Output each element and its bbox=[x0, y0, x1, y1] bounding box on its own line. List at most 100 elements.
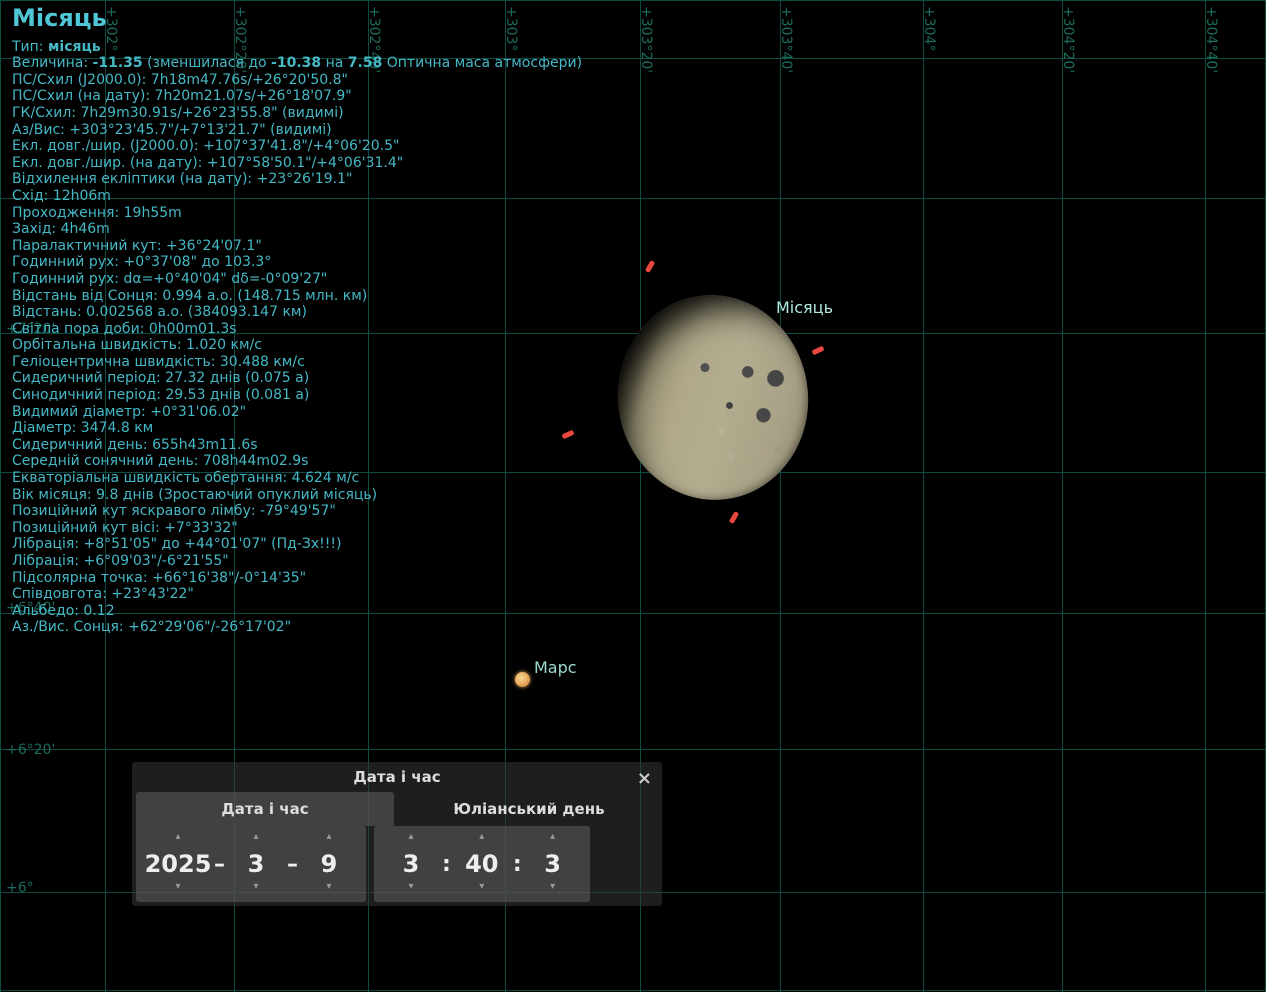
info-row: Синодичний період: 29.53 днів (0.081 а) bbox=[12, 387, 432, 404]
time-sep: : bbox=[440, 852, 453, 877]
grid-altitude-label: +6°20' bbox=[6, 742, 55, 758]
info-row: Екл. довг./шир. (на дату): +107°58'50.1"… bbox=[12, 155, 432, 172]
info-row: Альбедо: 0.12 bbox=[12, 603, 432, 620]
second-stepper[interactable]: ▴ 3 ▾ bbox=[524, 832, 582, 896]
datetime-body: ▴ 2025 ▾ – ▴ 3 ▾ – ▴ 9 ▾ ▴ 3 ▾ : bbox=[132, 826, 662, 906]
hour-value: 3 bbox=[403, 846, 420, 882]
chevron-up-icon[interactable]: ▴ bbox=[550, 832, 555, 846]
info-row: ПС/Схил (на дату): 7h20m21.07s/+26°18'07… bbox=[12, 88, 432, 105]
grid-vline bbox=[0, 0, 1, 992]
info-row: Геліоцентрична швидкість: 30.488 км/с bbox=[12, 354, 432, 371]
grid-hline bbox=[0, 0, 1266, 1]
minute-value: 40 bbox=[465, 846, 498, 882]
info-row: Вік місяця: 9.8 днів (Зростаючий опуклий… bbox=[12, 487, 432, 504]
datetime-title-text: Дата і час bbox=[353, 768, 440, 786]
info-row: Співдовгота: +23°43'22" bbox=[12, 586, 432, 603]
grid-azimuth-label: +303° bbox=[503, 6, 519, 51]
mars-object[interactable] bbox=[515, 672, 530, 687]
info-row: Сидеричний період: 27.32 днів (0.075 а) bbox=[12, 370, 432, 387]
selection-marker bbox=[729, 511, 739, 524]
chevron-down-icon[interactable]: ▾ bbox=[408, 882, 413, 896]
info-row: Видимий діаметр: +0°31'06.02" bbox=[12, 404, 432, 421]
chevron-down-icon[interactable]: ▾ bbox=[479, 882, 484, 896]
info-row: Проходження: 19h55m bbox=[12, 205, 432, 222]
datetime-tabs: Дата і час Юліанський день bbox=[132, 792, 662, 826]
time-sep: : bbox=[511, 852, 524, 877]
close-icon[interactable]: × bbox=[637, 768, 652, 789]
chevron-down-icon[interactable]: ▾ bbox=[550, 882, 555, 896]
grid-azimuth-label: +303°40' bbox=[778, 6, 794, 73]
object-type-row: Тип: місяць bbox=[12, 39, 432, 56]
grid-vline bbox=[923, 0, 924, 992]
time-group: ▴ 3 ▾ : ▴ 40 ▾ : ▴ 3 ▾ bbox=[374, 826, 590, 902]
month-stepper[interactable]: ▴ 3 ▾ bbox=[227, 832, 285, 896]
day-stepper[interactable]: ▴ 9 ▾ bbox=[300, 832, 358, 896]
info-row: Аз./Вис. Сонця: +62°29'06"/-26°17'02" bbox=[12, 619, 432, 636]
minute-stepper[interactable]: ▴ 40 ▾ bbox=[453, 832, 511, 896]
info-row: Середній сонячний день: 708h44m02.9s bbox=[12, 453, 432, 470]
info-row: Лібрація: +6°09'03"/-6°21'55" bbox=[12, 553, 432, 570]
moon-disc bbox=[605, 283, 822, 512]
info-row: ПС/Схил (J2000.0): 7h18m47.76s/+26°20'50… bbox=[12, 72, 432, 89]
chevron-up-icon[interactable]: ▴ bbox=[408, 832, 413, 846]
info-row: Орбітальна швидкість: 1.020 км/с bbox=[12, 337, 432, 354]
info-row: Відхилення екліптики (на дату): +23°26'1… bbox=[12, 171, 432, 188]
mars-label: Марс bbox=[534, 658, 577, 677]
chevron-up-icon[interactable]: ▴ bbox=[175, 832, 180, 846]
info-row: Світла пора доби: 0h00m01.3s bbox=[12, 321, 432, 338]
moon-object[interactable] bbox=[618, 295, 808, 500]
tab-datetime[interactable]: Дата і час bbox=[136, 792, 394, 826]
info-row: Позиційний кут яскравого лімбу: -79°49'5… bbox=[12, 503, 432, 520]
info-row: Паралактичний кут: +36°24'07.1" bbox=[12, 238, 432, 255]
chevron-down-icon[interactable]: ▾ bbox=[253, 882, 258, 896]
moon-label: Місяць bbox=[776, 298, 833, 317]
chevron-down-icon[interactable]: ▾ bbox=[175, 882, 180, 896]
selection-marker bbox=[562, 430, 575, 440]
info-row: Сидеричний день: 655h43m11.6s bbox=[12, 437, 432, 454]
info-row: Відстань: 0.002568 а.о. (384093.147 км) bbox=[12, 304, 432, 321]
info-row: Годинний рух: dα=+0°40'04" dδ=-0°09'27" bbox=[12, 271, 432, 288]
datetime-window-title[interactable]: Дата і час × bbox=[132, 762, 662, 792]
info-row: Діаметр: 3474.8 км bbox=[12, 420, 432, 437]
date-group: ▴ 2025 ▾ – ▴ 3 ▾ – ▴ 9 ▾ bbox=[136, 826, 366, 902]
info-row: Величина: -11.35 (зменшилася до -10.38 н… bbox=[12, 55, 432, 72]
tab-julian[interactable]: Юліанський день bbox=[400, 792, 658, 826]
info-row: Підсолярна точка: +66°16'38"/-0°14'35" bbox=[12, 570, 432, 587]
chevron-up-icon[interactable]: ▴ bbox=[326, 832, 331, 846]
object-info-panel: Місяць Тип: місяць Величина: -11.35 (зме… bbox=[12, 10, 432, 636]
grid-hline bbox=[0, 990, 1266, 991]
grid-altitude-label: +6° bbox=[6, 880, 34, 896]
info-row: Екл. довг./шир. (J2000.0): +107°37'41.8"… bbox=[12, 138, 432, 155]
selection-marker bbox=[812, 346, 825, 356]
grid-vline bbox=[1205, 0, 1206, 992]
info-row: Схід: 12h06m bbox=[12, 188, 432, 205]
info-row: Екваторіальна швидкість обертання: 4.624… bbox=[12, 470, 432, 487]
hour-stepper[interactable]: ▴ 3 ▾ bbox=[382, 832, 440, 896]
date-sep: – bbox=[285, 852, 300, 877]
grid-azimuth-label: +304°20' bbox=[1060, 6, 1076, 73]
chevron-up-icon[interactable]: ▴ bbox=[479, 832, 484, 846]
day-value: 9 bbox=[321, 846, 338, 882]
second-value: 3 bbox=[544, 846, 561, 882]
chevron-up-icon[interactable]: ▴ bbox=[253, 832, 258, 846]
date-sep: – bbox=[212, 852, 227, 877]
info-row: Годинний рух: +0°37'08" до 103.3° bbox=[12, 254, 432, 271]
month-value: 3 bbox=[248, 846, 265, 882]
grid-azimuth-label: +304° bbox=[921, 6, 937, 51]
type-label: Тип: bbox=[12, 39, 44, 55]
datetime-window[interactable]: Дата і час × Дата і час Юліанський день … bbox=[132, 762, 662, 906]
grid-azimuth-label: +304°40' bbox=[1203, 6, 1219, 73]
info-row: Лібрація: +8°51'05" до +44°01'07" (Пд-Зх… bbox=[12, 536, 432, 553]
year-stepper[interactable]: ▴ 2025 ▾ bbox=[144, 832, 212, 896]
chevron-down-icon[interactable]: ▾ bbox=[326, 882, 331, 896]
object-title: Місяць bbox=[12, 10, 432, 27]
type-value: місяць bbox=[48, 39, 101, 55]
grid-azimuth-label: +303°20' bbox=[638, 6, 654, 73]
grid-hline bbox=[0, 749, 1266, 750]
info-row: Захід: 4h46m bbox=[12, 221, 432, 238]
info-row: Відстань від Сонця: 0.994 а.о. (148.715 … bbox=[12, 288, 432, 305]
grid-vline bbox=[1062, 0, 1063, 992]
year-value: 2025 bbox=[145, 846, 212, 882]
info-row: ГК/Схил: 7h29m30.91s/+26°23'55.8" (видим… bbox=[12, 105, 432, 122]
selection-marker bbox=[645, 260, 655, 273]
